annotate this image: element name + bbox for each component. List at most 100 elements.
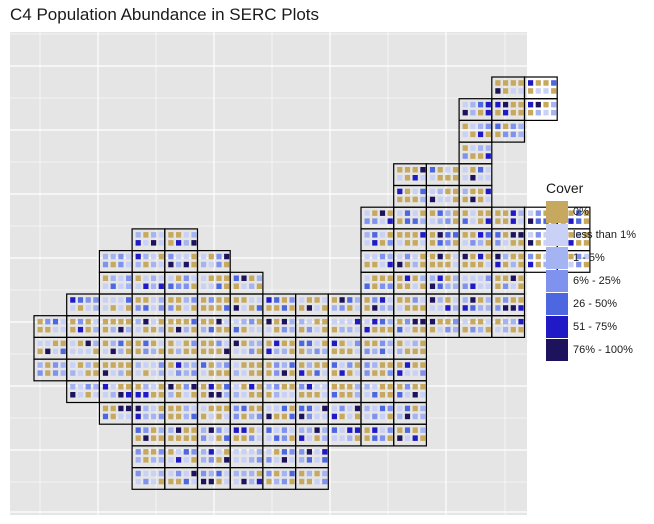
cover-cell <box>135 435 141 441</box>
cover-cell <box>208 435 214 441</box>
cover-cell <box>151 435 157 441</box>
cover-cell <box>143 318 149 325</box>
cover-cell <box>176 340 182 347</box>
cover-cell <box>306 318 312 325</box>
cover-cell <box>93 392 99 398</box>
cover-cell <box>85 318 91 325</box>
cover-cell <box>322 435 328 441</box>
cover-cell <box>151 283 157 289</box>
cover-cell <box>470 131 476 138</box>
cover-cell <box>176 326 182 333</box>
cover-cell <box>249 318 255 325</box>
cover-cell <box>429 297 436 303</box>
cover-cell <box>387 413 393 420</box>
cover-cell <box>85 392 91 398</box>
cover-cell <box>339 413 345 420</box>
cover-cell <box>495 283 501 289</box>
cover-cell <box>420 232 426 238</box>
cover-cell <box>110 392 116 398</box>
cover-cell <box>518 218 524 224</box>
cover-cell <box>551 109 557 116</box>
cover-cell <box>462 305 468 311</box>
cover-cell <box>102 326 109 333</box>
cover-cell <box>201 449 207 455</box>
cover-cell <box>183 348 189 355</box>
cover-cell <box>151 413 157 420</box>
cover-cell <box>135 413 141 420</box>
cover-cell <box>208 326 214 333</box>
cover-cell <box>143 413 149 420</box>
cover-cell <box>306 384 312 390</box>
cover-cell <box>289 413 295 420</box>
cover-cell <box>485 218 491 224</box>
cover-cell <box>208 275 214 281</box>
cover-cell <box>306 427 312 433</box>
cover-cell <box>364 405 370 412</box>
cover-cell <box>241 457 247 463</box>
cover-cell <box>364 210 370 216</box>
cover-cell <box>306 392 312 398</box>
cover-cell <box>347 305 353 311</box>
cover-cell <box>299 427 305 433</box>
legend-label: 51 - 75% <box>573 320 618 333</box>
cover-cell <box>70 318 76 325</box>
cover-cell <box>518 305 524 311</box>
cover-cell <box>176 370 182 376</box>
cover-cell <box>420 218 426 224</box>
cover-cell <box>168 305 174 311</box>
cover-cell <box>412 283 418 289</box>
cover-cell <box>224 340 230 347</box>
cover-cell <box>420 175 426 181</box>
cover-cell <box>256 384 262 390</box>
cover-cell <box>478 167 484 173</box>
cover-cell <box>372 283 378 289</box>
cover-cell <box>510 297 516 303</box>
cover-cell <box>347 348 353 355</box>
cover-cell <box>143 478 149 485</box>
cover-cell <box>404 435 411 441</box>
cover-cell <box>241 478 247 485</box>
cover-cell <box>347 427 353 433</box>
cover-cell <box>151 392 157 398</box>
cover-cell <box>256 413 262 420</box>
legend-item: 1 - 5% <box>546 246 636 269</box>
cover-cell <box>281 457 287 463</box>
cover-cell <box>135 370 141 376</box>
cover-cell <box>118 297 124 303</box>
cover-cell <box>77 348 84 355</box>
cover-cell <box>478 318 484 325</box>
cover-cell <box>266 392 272 398</box>
cover-cell <box>281 305 287 311</box>
cover-cell <box>70 326 76 333</box>
cover-cell <box>420 405 426 412</box>
cover-cell <box>158 275 164 281</box>
cover-cell <box>379 210 386 216</box>
cover-cell <box>168 348 174 355</box>
cover-cell <box>216 470 222 477</box>
cover-cell <box>299 297 305 303</box>
cover-cell <box>183 478 189 485</box>
cover-cell <box>110 370 116 376</box>
legend-label: 26 - 50% <box>573 297 618 310</box>
cover-cell <box>183 392 189 398</box>
cover-cell <box>470 123 476 130</box>
cover-cell <box>470 326 476 333</box>
cover-cell <box>224 305 230 311</box>
cover-cell <box>216 362 222 368</box>
cover-cell <box>126 370 132 376</box>
cover-cell <box>364 362 370 368</box>
cover-cell <box>168 318 174 325</box>
cover-cell <box>77 340 84 347</box>
cover-cell <box>404 275 411 281</box>
cover-cell <box>364 326 370 333</box>
cover-cell <box>289 348 295 355</box>
cover-cell <box>45 370 51 376</box>
cover-cell <box>289 305 295 311</box>
cover-cell <box>289 457 295 463</box>
cover-cell <box>331 318 337 325</box>
cover-cell <box>397 413 403 420</box>
cover-cell <box>168 340 174 347</box>
cover-cell <box>306 435 312 441</box>
cover-cell <box>404 405 411 412</box>
legend-label: 1 - 5% <box>573 251 605 264</box>
